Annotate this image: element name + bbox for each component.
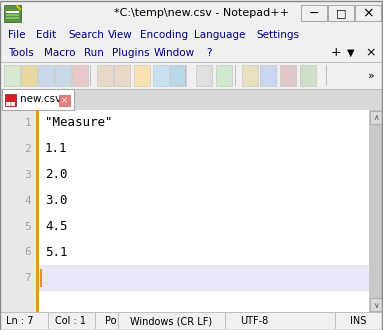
Text: Po: Po: [105, 316, 116, 326]
Bar: [0, 110, 383, 312]
Bar: [225, 313, 226, 329]
Text: Window: Window: [154, 48, 195, 58]
Text: Encoding: Encoding: [140, 30, 188, 40]
Bar: [370, 298, 382, 311]
Bar: [134, 65, 150, 86]
Bar: [326, 65, 327, 86]
Bar: [301, 5, 327, 21]
Text: Ln : 7: Ln : 7: [6, 316, 33, 326]
Bar: [6, 14, 19, 16]
Text: 1: 1: [24, 118, 31, 128]
Bar: [5, 94, 16, 106]
Text: 3.0: 3.0: [45, 194, 67, 207]
Text: Windows (CR LF): Windows (CR LF): [130, 316, 212, 326]
Text: 1.1: 1.1: [45, 142, 67, 155]
Text: 4.5: 4.5: [45, 220, 67, 233]
Bar: [369, 110, 383, 312]
Bar: [300, 65, 316, 86]
Bar: [153, 65, 169, 86]
Bar: [114, 65, 130, 86]
Bar: [355, 5, 381, 21]
Text: Tools: Tools: [8, 48, 34, 58]
Text: ∨: ∨: [373, 301, 379, 310]
Bar: [6, 11, 19, 13]
Bar: [10, 102, 12, 106]
Text: ∧: ∧: [373, 113, 379, 121]
Bar: [0, 62, 383, 89]
Bar: [0, 312, 383, 330]
Text: 5.1: 5.1: [45, 246, 67, 259]
Text: new.csv: new.csv: [20, 94, 61, 105]
Text: 2: 2: [24, 144, 31, 154]
Bar: [335, 313, 336, 329]
Text: Run: Run: [84, 48, 104, 58]
Bar: [0, 44, 383, 62]
Bar: [118, 313, 119, 329]
Bar: [280, 65, 296, 86]
Text: ▼: ▼: [347, 48, 355, 58]
Bar: [36, 265, 39, 291]
Text: UTF-8: UTF-8: [240, 316, 268, 326]
Bar: [4, 65, 20, 86]
Text: File: File: [8, 30, 26, 40]
Text: Language: Language: [194, 30, 246, 40]
Text: 2.0: 2.0: [45, 168, 67, 181]
Bar: [97, 65, 113, 86]
Text: 7: 7: [24, 273, 31, 283]
Bar: [4, 5, 21, 22]
Bar: [328, 5, 354, 21]
Text: INS: INS: [350, 316, 367, 326]
Bar: [185, 65, 186, 86]
Bar: [6, 102, 15, 106]
Text: Settings: Settings: [256, 30, 299, 40]
Bar: [90, 65, 91, 86]
Text: ×: ×: [365, 47, 375, 59]
Text: Plugins: Plugins: [112, 48, 150, 58]
Bar: [6, 17, 19, 19]
Bar: [2, 89, 74, 110]
Text: "Measure": "Measure": [45, 116, 113, 129]
Bar: [216, 65, 232, 86]
Text: 3: 3: [24, 170, 31, 180]
Bar: [0, 89, 383, 90]
Text: ×: ×: [61, 96, 68, 105]
Bar: [0, 62, 383, 63]
Bar: [170, 65, 186, 86]
Bar: [95, 313, 96, 329]
Text: −: −: [309, 7, 319, 19]
Bar: [55, 65, 71, 86]
Bar: [21, 65, 37, 86]
Bar: [38, 65, 54, 86]
Bar: [242, 65, 258, 86]
Text: Col : 1: Col : 1: [55, 316, 86, 326]
Bar: [36, 110, 39, 312]
Bar: [196, 65, 212, 86]
Text: □: □: [336, 8, 346, 18]
Text: 6: 6: [24, 248, 31, 257]
Text: 5: 5: [24, 221, 31, 232]
Bar: [48, 313, 49, 329]
Text: +: +: [331, 47, 342, 59]
Text: Edit: Edit: [36, 30, 56, 40]
Text: View: View: [108, 30, 133, 40]
Bar: [39, 265, 369, 291]
Bar: [72, 65, 88, 86]
Text: ?: ?: [206, 48, 211, 58]
Bar: [235, 65, 236, 86]
Bar: [0, 110, 36, 312]
Bar: [0, 0, 383, 26]
Bar: [0, 89, 383, 110]
Bar: [0, 312, 383, 313]
Bar: [260, 65, 276, 86]
Bar: [0, 26, 383, 44]
Bar: [59, 95, 70, 106]
Bar: [370, 111, 382, 124]
Text: ×: ×: [362, 6, 374, 20]
Text: Macro: Macro: [44, 48, 75, 58]
Text: 4: 4: [24, 196, 31, 206]
Text: »: »: [368, 71, 375, 81]
Text: *C:\temp\new.csv - Notepad++: *C:\temp\new.csv - Notepad++: [114, 8, 289, 18]
Text: Search: Search: [68, 30, 104, 40]
Bar: [40, 269, 41, 287]
